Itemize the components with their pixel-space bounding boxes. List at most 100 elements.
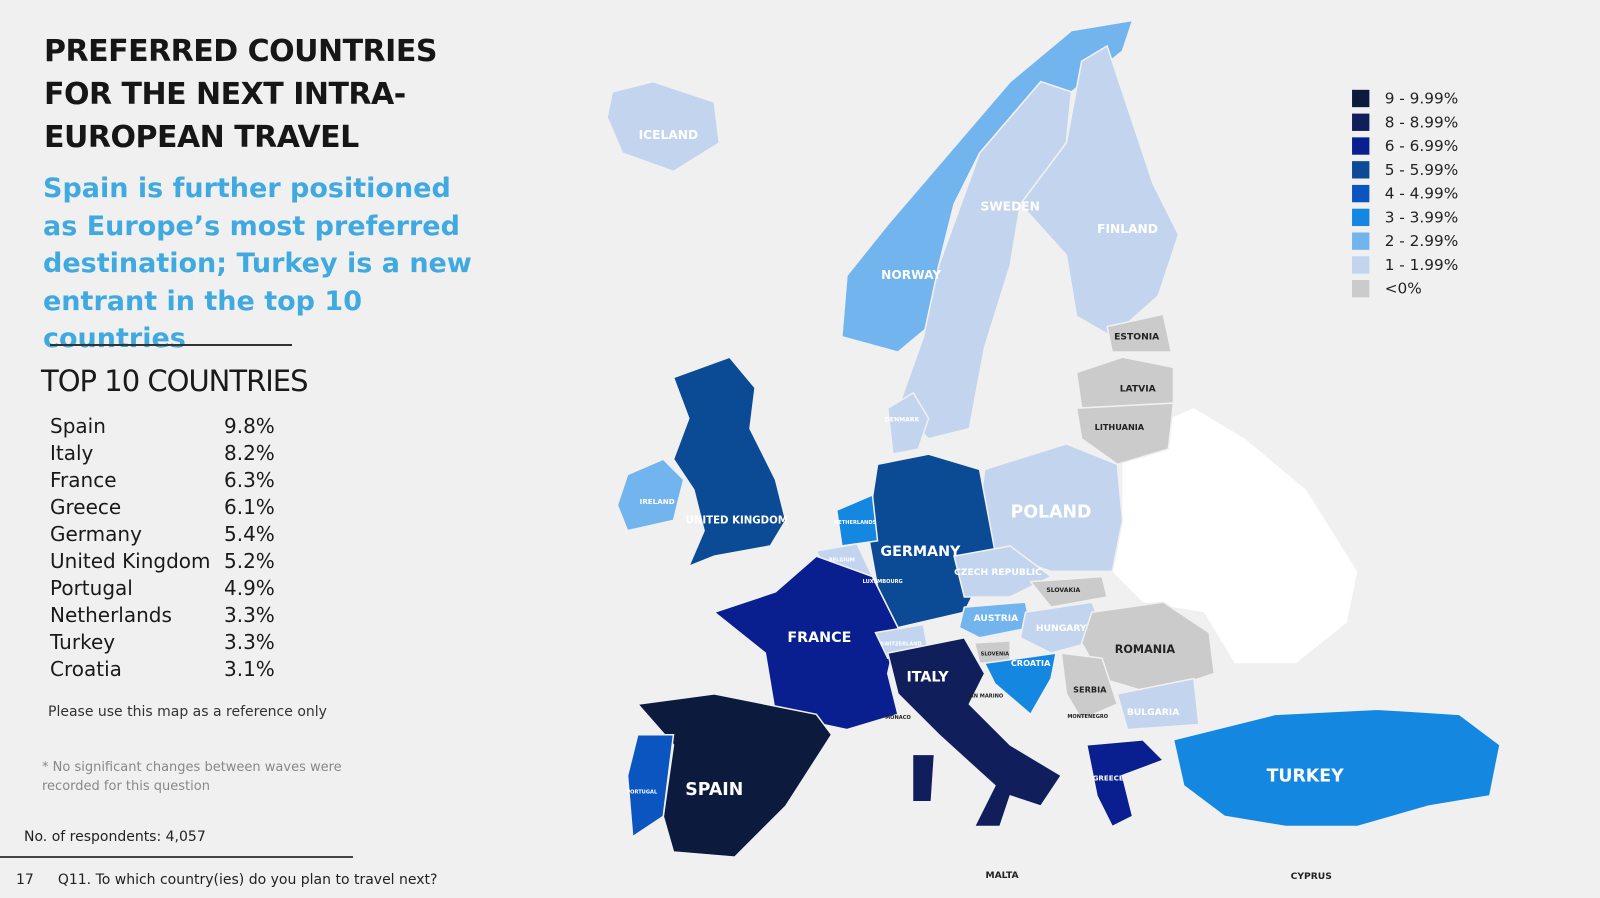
country-label: SWITZERLAND	[880, 641, 921, 647]
top10-table: Spain 9.8% Italy 8.2% France 6.3% Greece 6.1% Ge…	[50, 412, 275, 682]
country-name: France	[50, 467, 117, 492]
legend-label: 2 - 2.99%	[1385, 232, 1459, 250]
small-label: MALTA	[985, 870, 1019, 881]
country-label: SLOVENIA	[981, 652, 1010, 658]
country-name: Italy	[50, 440, 94, 465]
legend: 9 - 9.99% 8 - 8.99% 6 - 6.99% 5 - 5.99% 4 - …	[1352, 90, 1458, 298]
divider	[50, 344, 292, 346]
country-name: United Kingdom	[50, 548, 211, 573]
legend-label: 8 - 8.99%	[1385, 113, 1459, 131]
country-shape	[953, 545, 1053, 598]
title: PREFERRED COUNTRIES FOR THE NEXT INTRA-E…	[44, 34, 437, 155]
country-share: 8.2%	[224, 440, 275, 465]
table-row: Croatia 3.1%	[50, 655, 275, 682]
country-shape	[616, 458, 685, 532]
country-share: 6.1%	[224, 494, 275, 519]
country-shape	[1085, 739, 1165, 828]
country-label: SPAIN	[685, 780, 743, 800]
legend-swatch	[1352, 208, 1370, 227]
legend-label: 5 - 5.99%	[1385, 161, 1459, 179]
country-shape	[1116, 677, 1200, 731]
country-label: LITHUANIA	[1095, 422, 1145, 432]
legend-swatch	[1352, 161, 1370, 179]
country-label: SLOVAKIA	[1046, 587, 1080, 594]
divider	[0, 856, 353, 858]
table-row: United Kingdom 5.2%	[50, 547, 275, 574]
table-row: Greece 6.1%	[50, 493, 275, 520]
country-label: GREECE	[1093, 774, 1124, 783]
page-number: 17	[16, 872, 34, 888]
country-label: FRANCE	[787, 630, 851, 646]
country-name: Netherlands	[50, 602, 172, 627]
legend-swatch	[1352, 256, 1370, 274]
country-shape	[1172, 708, 1501, 828]
small-label: MONTENEGRO	[1067, 714, 1108, 720]
legend-label: 4 - 4.99%	[1385, 185, 1459, 203]
table-heading: TOP 10 COUNTRIES	[41, 364, 309, 398]
country-label: IRELAND	[640, 497, 675, 506]
subtitle: Spain is further positioned as Europe’s …	[43, 173, 472, 354]
country-label: NETHERLANDS	[834, 520, 877, 526]
legend-label: 9 - 9.99%	[1385, 90, 1459, 108]
country-shape	[1060, 652, 1119, 721]
legend-swatch	[1352, 232, 1370, 250]
country-name: Portugal	[50, 575, 133, 600]
country-shape	[1075, 356, 1175, 409]
country-label: SERBIA	[1073, 684, 1107, 694]
country-shape	[1019, 44, 1180, 338]
small-label: CYPRUS	[1291, 871, 1332, 882]
table-row: Spain 9.8%	[50, 412, 275, 439]
country-label: NORWAY	[881, 268, 941, 282]
legend-swatch	[1352, 280, 1370, 298]
legend-swatch	[1352, 89, 1370, 108]
country-share: 5.2%	[224, 548, 275, 573]
country-label: ICELAND	[639, 128, 699, 142]
country-name: Spain	[50, 413, 106, 438]
country-label: POLAND	[1011, 502, 1092, 522]
country-label: FINLAND	[1097, 222, 1158, 236]
question: Q11. To which country(ies) do you plan t…	[57, 872, 438, 888]
country-shape	[672, 356, 787, 568]
legend-label: <0%	[1385, 280, 1422, 298]
legend-label: 6 - 6.99%	[1385, 137, 1459, 155]
country-label: UNITED KINGDOM	[686, 515, 788, 526]
footer: 17 Q11. To which country(ies) do you plan…	[16, 872, 461, 888]
country-label: AUSTRIA	[974, 613, 1020, 624]
legend-label: 1 - 1.99%	[1385, 256, 1459, 274]
country-label: TURKEY	[1267, 767, 1344, 787]
country-label: BELGIUM	[829, 558, 855, 564]
country-shape	[712, 555, 899, 731]
table-row: Germany 5.4%	[50, 520, 275, 547]
note: Please use this map as a reference only	[48, 704, 327, 720]
country-label: PORTUGAL	[626, 789, 657, 795]
legend-swatch	[1352, 137, 1370, 155]
table-row: Portugal 4.9%	[50, 574, 275, 601]
unlabelled-region	[1112, 408, 1358, 664]
country-label: SWEDEN	[980, 200, 1039, 214]
table-row: France 6.3%	[50, 466, 275, 493]
table-row: Turkey 3.3%	[50, 628, 275, 655]
legend-label: 3 - 3.99%	[1385, 208, 1459, 226]
country-label: CZECH REPUBLIC	[954, 567, 1042, 578]
country-share: 9.8%	[224, 413, 275, 438]
note: * No significant changes between waves w…	[42, 760, 342, 794]
country-label: DENMARK	[885, 416, 920, 423]
country-label: ROMANIA	[1115, 643, 1176, 656]
country-shape	[835, 493, 879, 547]
small-label: LUXEMBOURG	[863, 579, 903, 585]
legend-swatch	[1352, 113, 1370, 131]
country-name: Germany	[50, 521, 142, 546]
country-shape	[1106, 313, 1173, 353]
country-share: 4.9%	[224, 575, 275, 600]
country-shape	[1029, 575, 1109, 608]
country-name: Turkey	[50, 629, 116, 654]
country-share: 5.4%	[224, 521, 275, 546]
country-label: CROATIA	[1011, 658, 1051, 668]
country-shape	[626, 733, 675, 839]
table-row: Netherlands 3.3%	[50, 601, 275, 628]
legend-swatch	[1352, 184, 1370, 203]
country-label: BULGARIA	[1127, 707, 1180, 718]
country-label: ESTONIA	[1114, 331, 1160, 342]
